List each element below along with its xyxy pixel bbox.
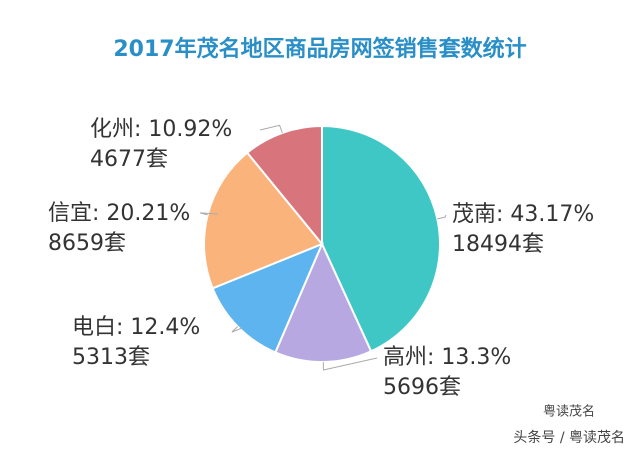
pie-slice bbox=[245, 124, 323, 247]
chart-title: 2017年茂名地区商品房网签销售套数统计 bbox=[113, 36, 526, 62]
watermark: 粤读茂名 bbox=[543, 404, 595, 420]
leader-line bbox=[322, 357, 378, 371]
slice-count: 5313套 bbox=[72, 345, 150, 370]
slice-label: 化州: 10.92% bbox=[90, 117, 232, 142]
pie-slice bbox=[274, 241, 373, 363]
slice-label: 电白: 12.4% bbox=[72, 315, 200, 340]
slice-label: 信宜: 20.21% bbox=[48, 201, 190, 226]
slice-count: 4677套 bbox=[90, 147, 168, 172]
watermark: 头条号 / 粤读茂名 bbox=[513, 429, 625, 446]
slice-label: 高州: 13.3% bbox=[383, 345, 511, 370]
leader-line bbox=[199, 212, 219, 216]
leader-line bbox=[231, 326, 243, 333]
slice-count: 8659套 bbox=[48, 231, 126, 256]
slice-count: 5696套 bbox=[383, 375, 461, 400]
pie-slice bbox=[211, 242, 324, 354]
leader-line bbox=[259, 124, 283, 134]
leader-line bbox=[437, 214, 447, 220]
slice-label: 茂南: 43.17% bbox=[452, 202, 594, 227]
slice-count: 18494套 bbox=[452, 232, 544, 257]
pie-slice bbox=[203, 151, 324, 290]
